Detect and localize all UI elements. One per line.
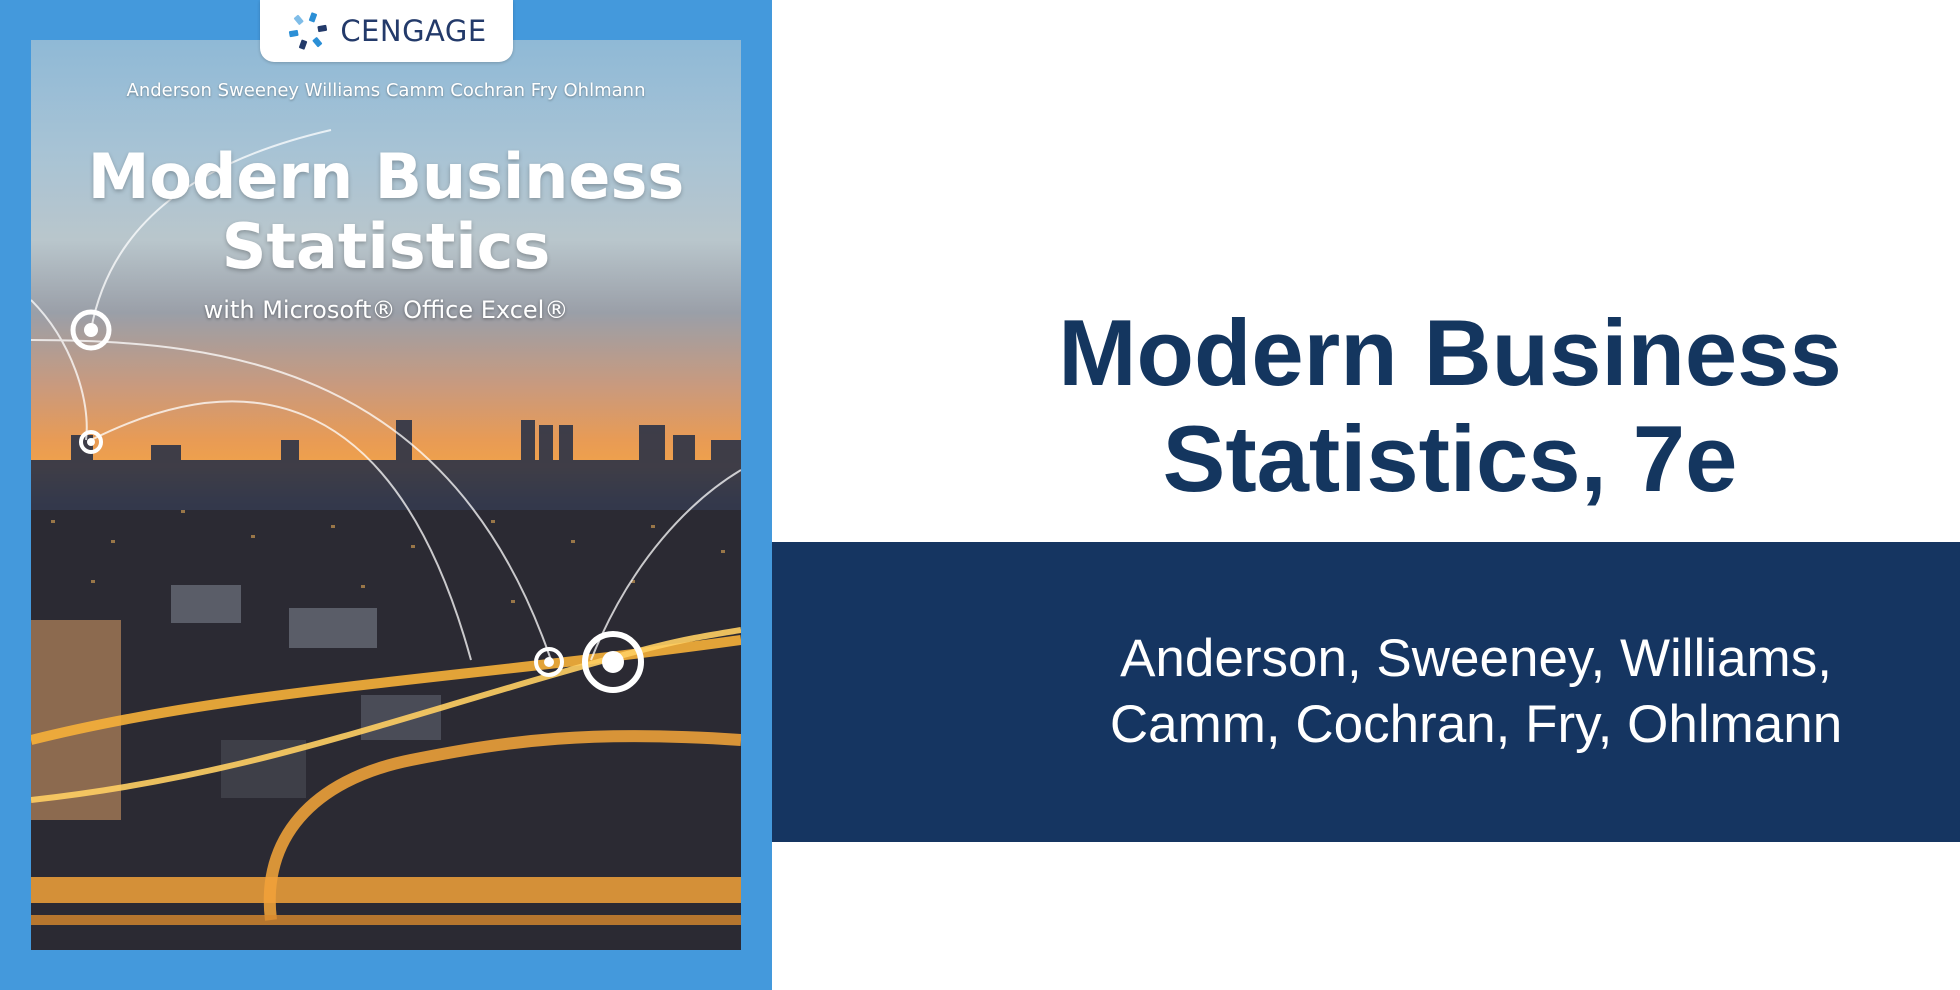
cover-artwork: [31, 40, 741, 950]
city-skyline-illustration: [31, 129, 741, 950]
publisher-name: CENGAGE: [340, 14, 487, 48]
book-cover-panel: CENGAGE: [0, 0, 772, 990]
authors-line1: Anderson, Sweeney, Williams,: [1120, 629, 1832, 688]
cover-title-line1: Modern Business: [87, 140, 685, 213]
book-title: Modern Business Statistics, 7e: [960, 300, 1940, 512]
book-title-line1: Modern Business: [1058, 300, 1842, 405]
cengage-logo-icon: [289, 12, 328, 50]
publisher-badge: CENGAGE: [260, 0, 513, 62]
authors-band: Anderson, Sweeney, Williams, Camm, Cochr…: [772, 542, 1960, 842]
authors-line2: Camm, Cochran, Fry, Ohlmann: [1109, 695, 1843, 754]
book-title-line2: Statistics, 7e: [1162, 406, 1738, 511]
authors-list: Anderson, Sweeney, Williams, Camm, Cochr…: [772, 626, 1960, 758]
cover-title-line2: Statistics: [221, 210, 551, 283]
cover-authors: Anderson Sweeney Williams Camm Cochran F…: [126, 80, 646, 101]
cover-title: Modern Business Statistics: [0, 142, 772, 282]
network-node-icons: [70, 309, 644, 693]
cover-subtitle: with Microsoft® Office Excel®: [203, 296, 569, 324]
